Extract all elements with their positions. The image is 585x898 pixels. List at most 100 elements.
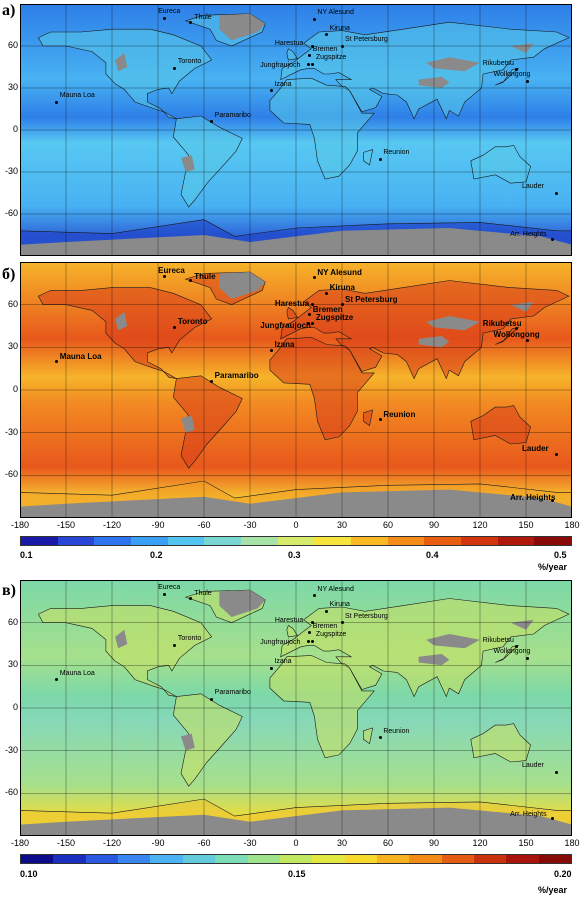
station-marker — [210, 120, 214, 124]
coastline — [495, 326, 520, 345]
station-marker — [162, 274, 166, 278]
lon-tick-label: -180 — [10, 838, 30, 848]
lon-tick-label: -30 — [243, 838, 257, 848]
masked-region — [426, 634, 480, 649]
station-label: Paramaribo — [214, 111, 251, 119]
lat-tick-label: -60 — [4, 208, 18, 218]
colorbar-swatch — [204, 537, 242, 545]
station-label: Jungfraujoch — [260, 62, 301, 70]
lon-tick-label: -30 — [243, 520, 257, 530]
colorbar-tick-label: 0.2 — [150, 550, 163, 560]
coastline — [470, 723, 531, 763]
colorbar-swatch — [53, 855, 86, 863]
colorbar-1 — [20, 536, 572, 546]
colorbar-tick-label: 0.3 — [288, 550, 301, 560]
station-marker — [515, 68, 519, 72]
colorbar-swatch — [57, 537, 95, 545]
station-marker — [162, 592, 166, 596]
station-marker — [515, 327, 519, 331]
station-marker — [555, 452, 559, 456]
station-marker — [308, 313, 312, 317]
masked-region — [219, 590, 266, 617]
station-label: NY Alesund — [317, 585, 354, 593]
colorbar-swatch — [21, 537, 58, 545]
lon-tick-label: -150 — [56, 520, 76, 530]
station-marker — [55, 678, 59, 682]
station-label: Wollongong — [493, 648, 531, 656]
station-marker — [269, 89, 273, 93]
station-label: Eureca — [158, 8, 181, 15]
map-panel-c: Eureca Thule NY Alesund Kiruna Harestua St Pe… — [20, 580, 572, 836]
colorbar-swatch — [497, 537, 535, 545]
station-label: Zugspitze — [315, 54, 347, 62]
coastline — [363, 409, 374, 427]
colorbar-swatch — [506, 855, 539, 863]
colorbar-swatch — [461, 537, 498, 545]
colorbar-swatch — [150, 855, 183, 863]
station-marker — [550, 237, 554, 241]
lon-tick-label: 150 — [518, 520, 534, 530]
station-label: Toronto — [177, 635, 202, 643]
coastline — [495, 644, 520, 663]
station-marker — [311, 62, 315, 66]
colorbar-swatch — [279, 855, 313, 863]
station-label: Paramaribo — [214, 371, 259, 381]
lon-tick-label: -150 — [56, 838, 76, 848]
colorbar-swatch — [538, 855, 572, 863]
colorbar-swatch — [376, 855, 410, 863]
station-marker — [269, 348, 273, 352]
masked-region — [181, 155, 195, 172]
station-marker — [306, 62, 310, 66]
station-marker — [311, 303, 315, 307]
coastline — [470, 405, 531, 445]
station-marker — [210, 697, 214, 701]
masked-region — [115, 629, 128, 649]
station-marker — [312, 276, 316, 280]
station-label: Reunion — [383, 409, 416, 419]
station-label: Reunion — [383, 727, 410, 735]
coastline — [280, 598, 570, 698]
lon-tick-label: -120 — [102, 520, 122, 530]
station-label: St Petersburg — [345, 294, 398, 304]
station-label: Arr. Heights — [510, 231, 547, 239]
lon-tick-label: -90 — [151, 520, 165, 530]
station-marker — [378, 418, 382, 422]
masked-region — [115, 311, 128, 331]
station-marker — [55, 360, 59, 364]
station-label: Rikubetsu — [482, 59, 514, 67]
station-marker — [325, 291, 329, 295]
station-label: Mauna Loa — [59, 351, 102, 361]
lat-tick-label: 60 — [7, 40, 18, 50]
station-label: St Petersburg — [345, 612, 388, 620]
colorbar-tick-label: 0.20 — [554, 869, 572, 879]
coastline — [470, 145, 531, 184]
colorbar-swatch — [182, 855, 216, 863]
station-marker — [311, 44, 315, 48]
lon-tick-label: 150 — [518, 838, 534, 848]
station-label: Harestua — [274, 616, 304, 624]
station-marker — [311, 639, 315, 643]
lon-tick-label: 120 — [472, 520, 488, 530]
station-label: NY Alesund — [317, 9, 354, 17]
colorbar-swatch — [314, 537, 352, 545]
station-label: Rikubetsu — [482, 636, 514, 644]
coastline — [363, 727, 374, 745]
station-marker — [340, 44, 344, 48]
station-label: Reunion — [383, 149, 410, 157]
coastline — [37, 28, 213, 120]
masked-region — [219, 272, 266, 299]
station-label: Mauna Loa — [59, 92, 95, 99]
colorbar-2 — [20, 854, 572, 864]
lon-tick-label: -60 — [197, 520, 211, 530]
station-marker — [269, 666, 273, 670]
colorbar-swatch — [241, 537, 278, 545]
station-label: Kiruna — [329, 283, 355, 293]
station-marker — [550, 817, 554, 821]
lon-tick-label: 0 — [293, 520, 299, 530]
station-marker — [555, 770, 559, 774]
colorbar-swatch — [21, 855, 54, 863]
colorbar-1-unit: %/year — [537, 562, 567, 572]
colorbar-swatch — [344, 855, 377, 863]
lat-tick-label: 30 — [7, 341, 18, 352]
station-marker — [325, 609, 329, 613]
